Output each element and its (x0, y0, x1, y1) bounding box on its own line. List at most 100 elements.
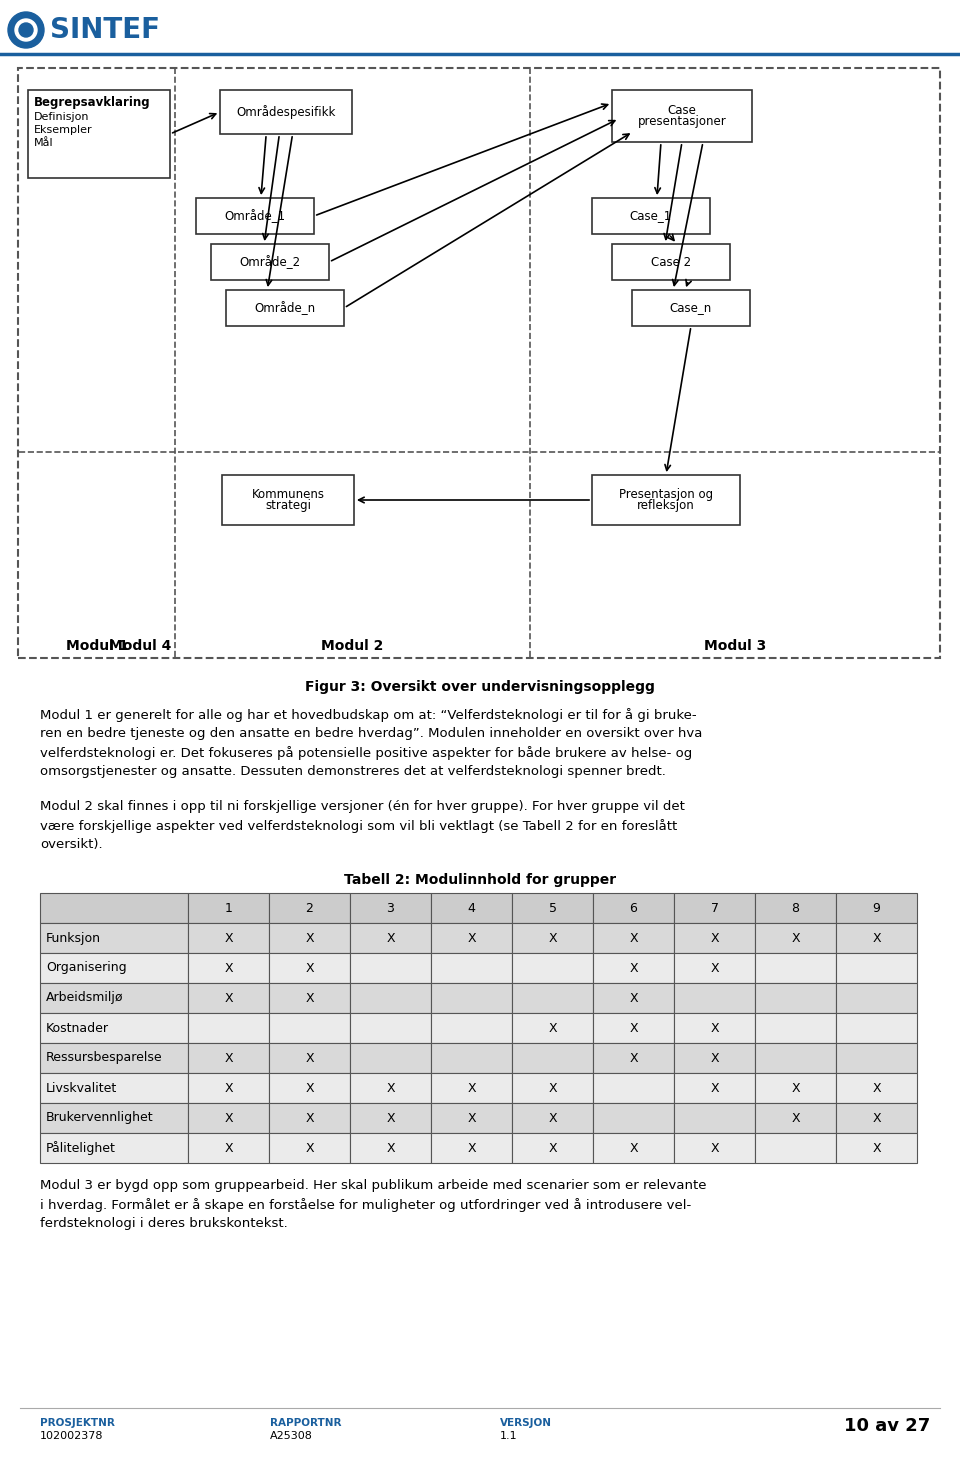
Text: X: X (873, 932, 881, 945)
Bar (592, 198, 710, 233)
Text: X: X (386, 1142, 395, 1155)
Text: Case_n: Case_n (670, 302, 712, 315)
Text: X: X (791, 1082, 800, 1095)
Text: Modul 2: Modul 2 (321, 639, 383, 653)
Text: X: X (468, 1111, 476, 1124)
Bar (612, 243, 730, 280)
Text: X: X (791, 932, 800, 945)
Text: Livskvalitet: Livskvalitet (46, 1082, 117, 1095)
Bar (431, 1133, 512, 1163)
Text: X: X (710, 1051, 719, 1064)
Text: Område_1: Område_1 (225, 208, 285, 223)
Bar (755, 954, 836, 983)
Bar (836, 1104, 917, 1133)
Bar (40, 923, 188, 954)
Bar (431, 983, 512, 1013)
Bar (593, 1104, 674, 1133)
Text: 3: 3 (387, 901, 395, 914)
Bar (674, 923, 755, 954)
Text: X: X (305, 1051, 314, 1064)
Text: SINTEF: SINTEF (50, 16, 160, 44)
Text: Modul 1: Modul 1 (66, 639, 129, 653)
Text: Case 2: Case 2 (651, 255, 691, 268)
Text: Kostnader: Kostnader (46, 1022, 109, 1035)
Bar (188, 1042, 269, 1073)
Text: Organisering: Organisering (46, 961, 127, 974)
Bar (836, 892, 917, 923)
Text: X: X (629, 1022, 637, 1035)
Bar (512, 892, 593, 923)
Text: X: X (629, 1051, 637, 1064)
Bar (220, 90, 352, 134)
Text: X: X (225, 1051, 233, 1064)
Text: A25308: A25308 (270, 1430, 313, 1441)
Bar (222, 475, 354, 525)
Bar (755, 1104, 836, 1133)
Bar (431, 1013, 512, 1042)
Bar (431, 1042, 512, 1073)
Bar (40, 1042, 188, 1073)
Text: X: X (791, 1111, 800, 1124)
Text: være forskjellige aspekter ved velferdsteknologi som vil bli vektlagt (se Tabell: være forskjellige aspekter ved velferdst… (40, 819, 677, 833)
Text: 10 av 27: 10 av 27 (844, 1417, 930, 1435)
Text: ren en bedre tjeneste og den ansatte en bedre hverdag”. Modulen inneholder en ov: ren en bedre tjeneste og den ansatte en … (40, 728, 703, 741)
Text: X: X (225, 961, 233, 974)
Text: 8: 8 (791, 901, 800, 914)
Bar (512, 1133, 593, 1163)
Text: X: X (873, 1082, 881, 1095)
Bar (632, 290, 750, 327)
Text: Modul 2 skal finnes i opp til ni forskjellige versjoner (én for hver gruppe). Fo: Modul 2 skal finnes i opp til ni forskje… (40, 800, 684, 814)
Bar (350, 983, 431, 1013)
Text: 1.1: 1.1 (500, 1430, 517, 1441)
Text: X: X (225, 1082, 233, 1095)
Bar (40, 983, 188, 1013)
Bar (836, 1013, 917, 1042)
Text: Arbeidsmiljø: Arbeidsmiljø (46, 991, 124, 1005)
Bar (755, 983, 836, 1013)
Text: X: X (548, 1111, 557, 1124)
Text: X: X (305, 1111, 314, 1124)
Circle shape (15, 19, 37, 41)
Bar (188, 1013, 269, 1042)
Bar (674, 1013, 755, 1042)
Text: Modul 3: Modul 3 (704, 639, 766, 653)
Text: X: X (225, 991, 233, 1005)
Text: X: X (710, 932, 719, 945)
Text: X: X (710, 1142, 719, 1155)
Text: 9: 9 (873, 901, 880, 914)
Text: X: X (873, 1142, 881, 1155)
Text: Brukervennlighet: Brukervennlighet (46, 1111, 154, 1124)
Bar (350, 892, 431, 923)
Text: X: X (710, 1082, 719, 1095)
Bar (269, 923, 350, 954)
Bar (512, 954, 593, 983)
Bar (188, 1073, 269, 1104)
Bar (269, 1073, 350, 1104)
Text: VERSJON: VERSJON (500, 1419, 552, 1427)
Text: X: X (629, 961, 637, 974)
Text: X: X (710, 1022, 719, 1035)
Bar (755, 1042, 836, 1073)
Text: Presentasjon og: Presentasjon og (619, 487, 713, 500)
Bar (755, 1073, 836, 1104)
Bar (674, 1042, 755, 1073)
Bar (350, 1073, 431, 1104)
Bar (674, 892, 755, 923)
Bar (269, 983, 350, 1013)
Bar (512, 923, 593, 954)
Text: X: X (225, 932, 233, 945)
Text: Ressursbesparelse: Ressursbesparelse (46, 1051, 162, 1064)
Bar (755, 923, 836, 954)
Bar (836, 923, 917, 954)
Text: Case: Case (667, 104, 696, 117)
Bar (350, 954, 431, 983)
Bar (350, 1013, 431, 1042)
Bar (755, 1013, 836, 1042)
Text: Figur 3: Oversikt over undervisningsopplegg: Figur 3: Oversikt over undervisningsoppl… (305, 679, 655, 694)
Bar (674, 1073, 755, 1104)
Text: Modul 1 er generelt for alle og har et hovedbudskap om at: “Velferdsteknologi er: Modul 1 er generelt for alle og har et h… (40, 709, 697, 722)
Text: X: X (305, 932, 314, 945)
Text: X: X (548, 1082, 557, 1095)
Bar (836, 1042, 917, 1073)
Bar (40, 954, 188, 983)
